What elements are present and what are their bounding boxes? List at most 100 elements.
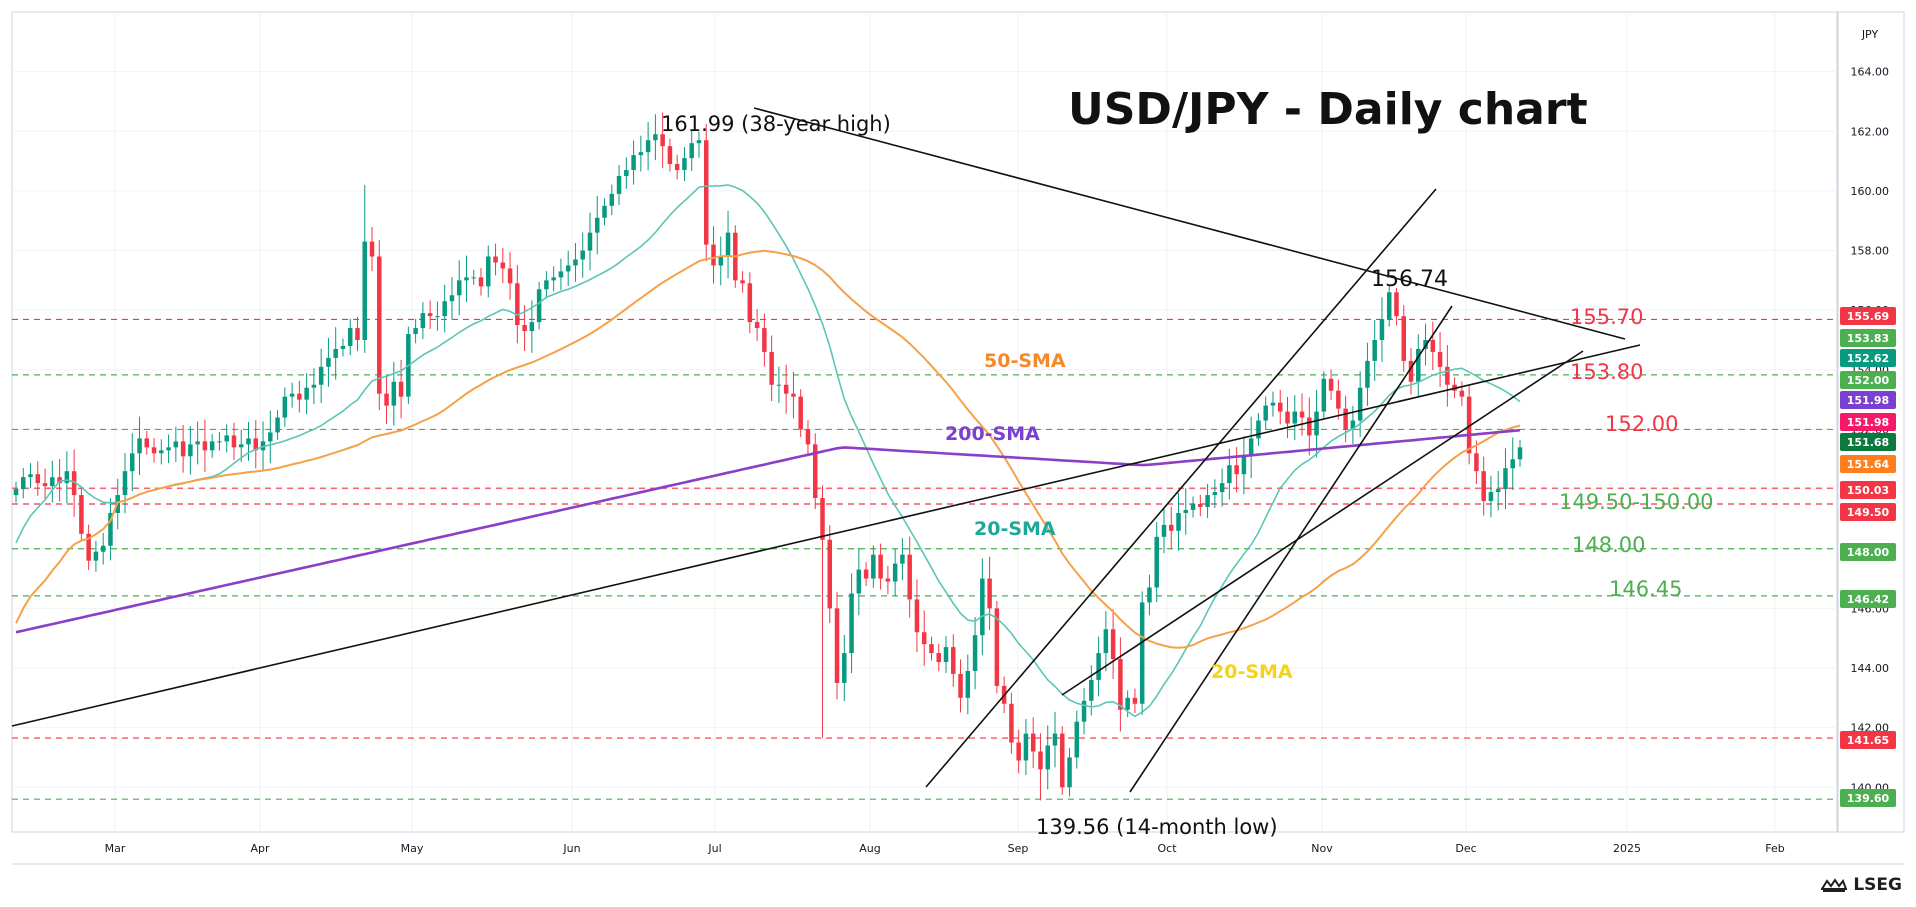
candle-body [1183,509,1189,513]
candle-body [159,450,164,454]
candle-body [35,474,41,484]
candle-body [442,301,447,317]
candle-body [398,381,404,397]
candle-body [1437,351,1443,367]
candle-body [551,277,556,281]
candle-body [304,387,309,400]
candle-body [297,393,302,400]
trend-line [11,344,1641,727]
candle-body [1089,679,1094,701]
price-tag [1840,329,1896,347]
annotation-label: 156.74 [1371,267,1448,292]
price-tag [1840,307,1896,325]
price-tag-label: 151.98 [1847,416,1889,429]
x-tick-label: Nov [1311,842,1333,855]
candle-body [1517,447,1523,460]
x-tick-label: Feb [1765,842,1784,855]
candle-body [1343,408,1348,430]
candle-body [209,441,215,451]
candle-body [1067,757,1072,788]
candle-body [878,554,883,579]
candle-body [1052,733,1058,746]
candle-body [507,268,513,284]
candle-body [355,328,360,340]
lseg-logo-icon [1821,878,1848,892]
candle-body [79,495,84,534]
candle-body [289,393,295,397]
candle-body [471,277,476,279]
candle-body [369,241,375,257]
candle-body [544,280,549,290]
x-tick-label: Apr [250,842,270,855]
candle-body [1510,459,1515,469]
candle-body [202,441,208,451]
price-tag-label: 146.42 [1847,593,1889,606]
candle-body [1103,629,1109,654]
price-tag [1840,455,1896,473]
price-tag-label: 141.65 [1847,734,1889,747]
candle-body [674,164,680,171]
candle-body [783,384,789,394]
candle-body [129,453,135,472]
trend-line [925,188,1437,788]
price-tag [1840,391,1896,409]
candle-body [21,477,26,490]
candle-body [1227,465,1232,484]
price-tag [1840,731,1896,749]
candle-body [921,632,927,645]
price-tag [1840,413,1896,431]
y-tick-label: 144.00 [1851,662,1890,675]
price-tag [1840,543,1896,561]
annotation-label: 50-SMA [984,350,1066,372]
annotation-label: 153.80 [1570,360,1643,384]
candle-body [362,241,368,340]
price-tag [1840,503,1896,521]
candle-body [1285,411,1290,424]
candle-body [1074,721,1080,758]
candle-body [762,328,767,352]
candle-body [972,635,978,671]
candle-body [1190,504,1196,510]
candle-body [1030,733,1036,752]
brand-logo: LSEG [1821,875,1902,895]
candle-body [1495,489,1501,493]
candle-body [1219,483,1225,493]
candle-body [1234,465,1239,475]
candle-body [1357,387,1363,421]
candle-body [1277,402,1283,412]
candle-body [936,653,941,663]
price-tag-label: 152.00 [1847,374,1890,387]
candle-body [144,438,150,448]
price-tag-label: 153.83 [1847,332,1889,345]
candle-body [318,366,324,385]
price-tag [1840,789,1896,807]
candle-body [1386,292,1392,320]
candle-body [1372,340,1377,361]
candle-body [1459,390,1465,397]
candle-body [711,244,716,266]
candle-body [536,289,542,323]
candle-body [1132,697,1138,704]
price-tag-label: 151.68 [1847,436,1889,449]
candle-body [660,134,665,147]
plot-frame [11,11,1838,833]
candle-body [260,441,266,451]
x-tick-label: Sep [1008,842,1029,855]
price-tag [1840,433,1896,451]
candle-body [1328,378,1334,391]
price-tag-label: 151.98 [1847,394,1889,407]
candle-body [856,569,862,594]
candle-body [791,393,796,397]
candle-body [1125,697,1130,710]
candle-body [1161,524,1167,537]
candle-body [1110,629,1116,660]
candle-body [1263,405,1268,421]
sma20-line [15,184,1521,718]
candle-body [820,498,825,540]
price-tag-label: 152.62 [1847,352,1889,365]
x-tick-label: Dec [1455,842,1476,855]
candle-body [108,512,113,546]
candle-body [747,283,753,323]
